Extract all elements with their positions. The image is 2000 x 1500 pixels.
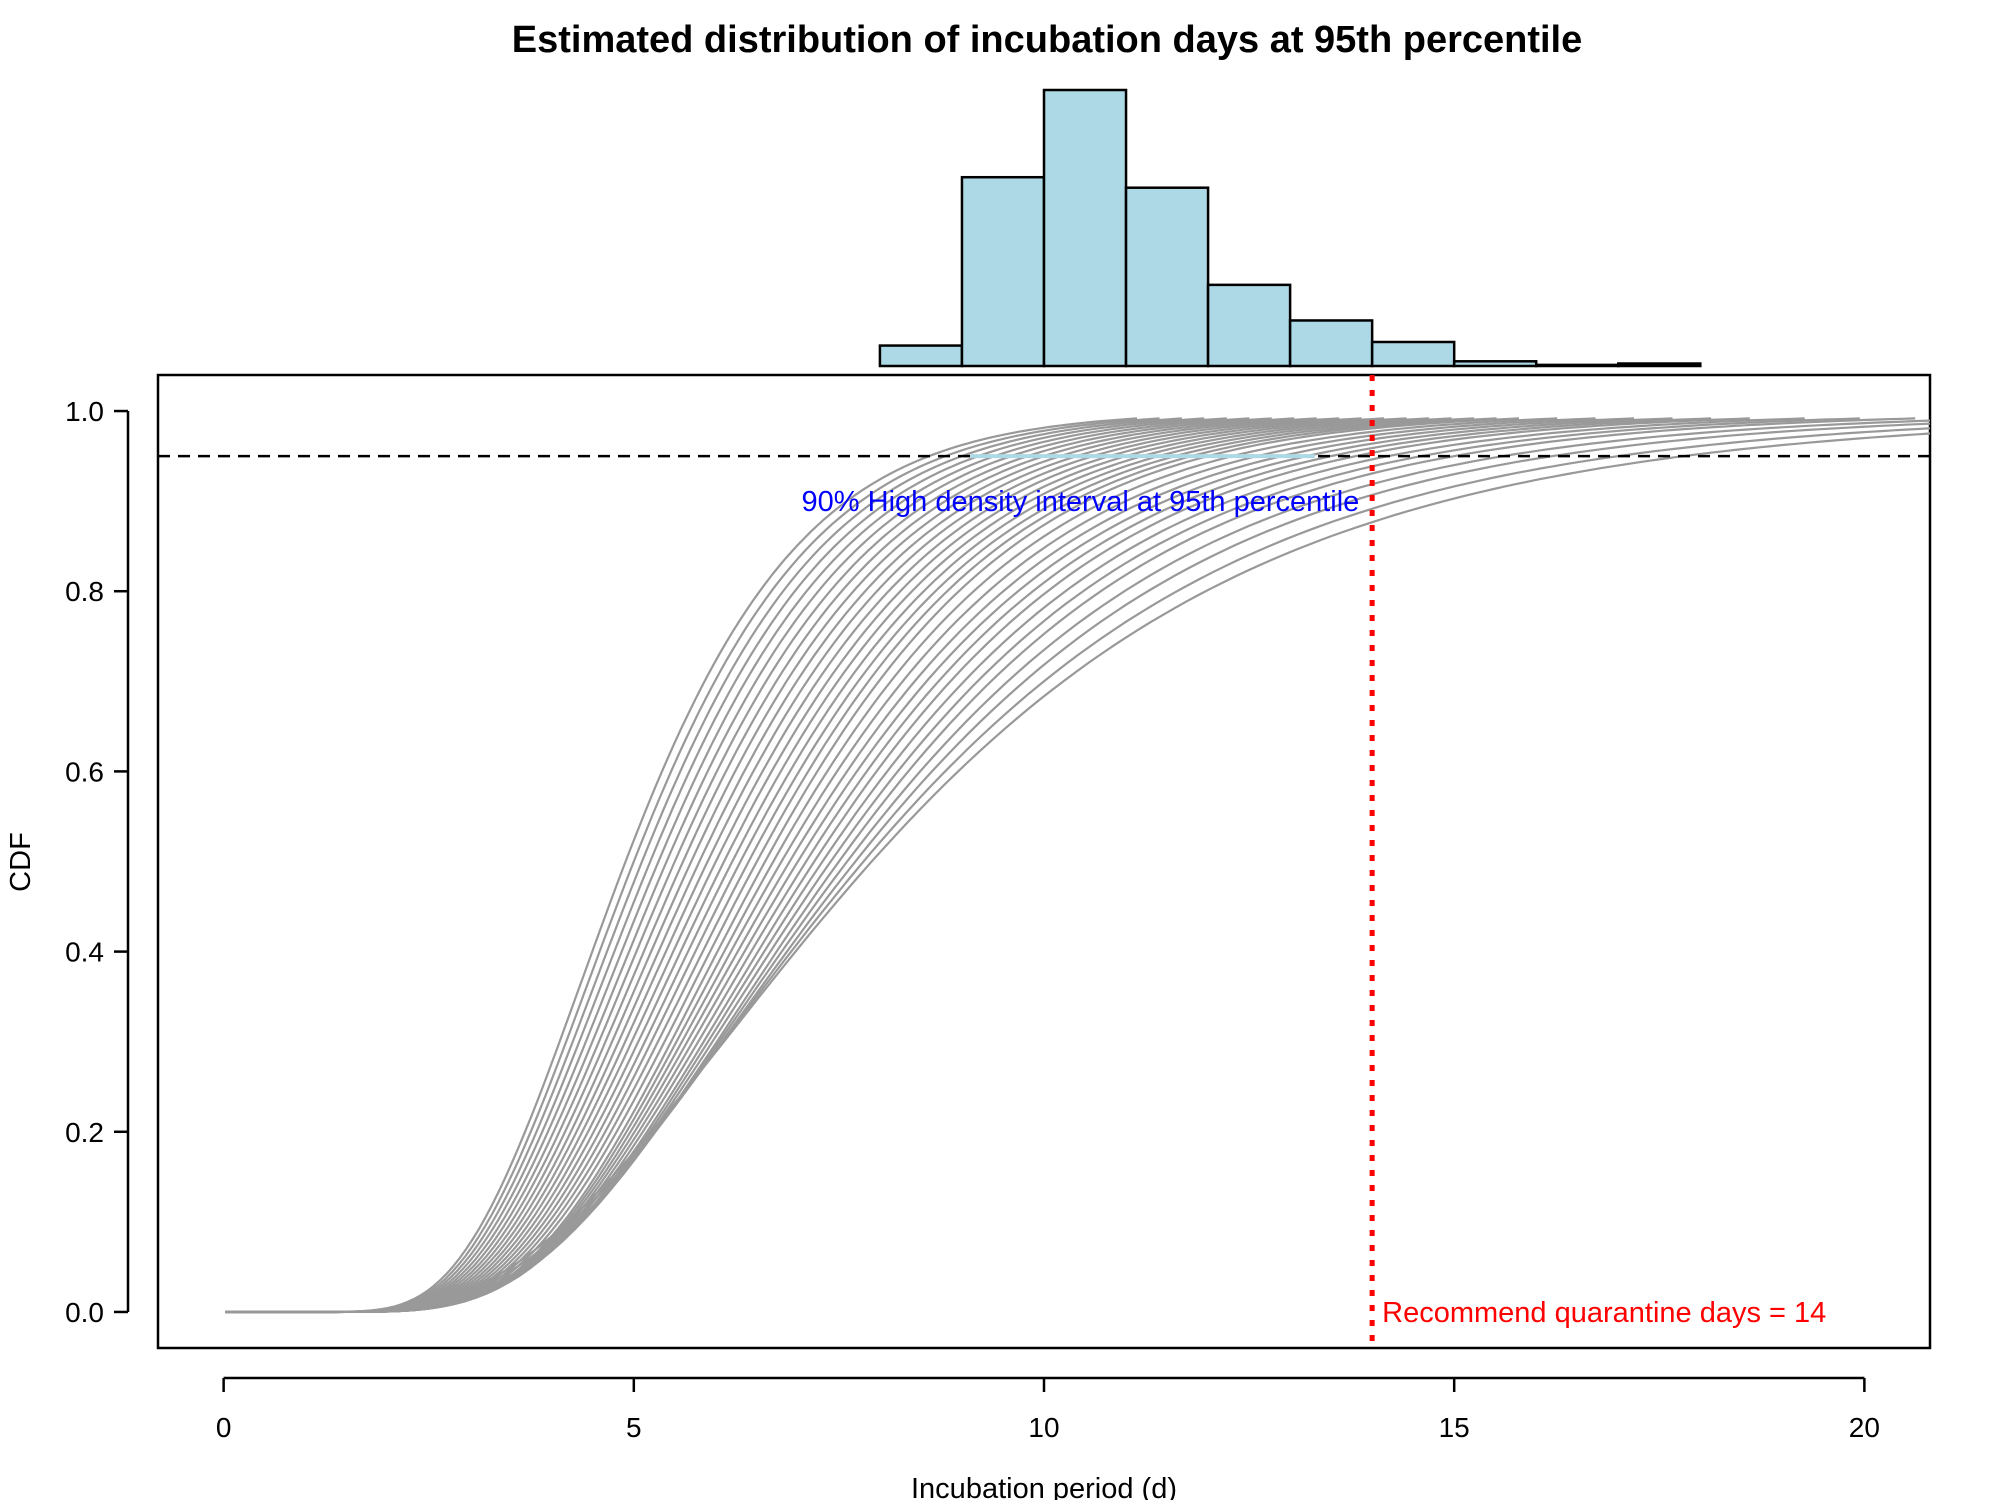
cdf-curve bbox=[225, 432, 1931, 1314]
histogram-bar bbox=[1452, 360, 1538, 368]
cdf-curve bbox=[225, 417, 1340, 1314]
cdf-curve bbox=[225, 417, 1295, 1314]
y-tick-label: 0.6 bbox=[65, 756, 104, 787]
histogram-bar bbox=[1206, 283, 1292, 368]
histogram-bar bbox=[960, 175, 1046, 368]
histogram-bar bbox=[1042, 88, 1128, 368]
x-axis: 0 5 10 15 20 bbox=[216, 1376, 1880, 1443]
cdf-curve bbox=[225, 417, 1272, 1314]
y-tick-label: 1.0 bbox=[65, 396, 104, 427]
x-axis-label: Incubation period (d) bbox=[911, 1473, 1177, 1500]
y-tick-label: 0.4 bbox=[65, 937, 104, 968]
cdf-curve bbox=[225, 417, 1250, 1314]
cdf-curve bbox=[225, 419, 1931, 1314]
cdf-curve bbox=[225, 417, 1805, 1314]
cdf-curve bbox=[225, 417, 1673, 1314]
y-tick-label: 0.2 bbox=[65, 1117, 104, 1148]
cdf-curve bbox=[225, 427, 1931, 1314]
y-tick-label: 0.8 bbox=[65, 576, 104, 607]
x-tick-label: 5 bbox=[626, 1412, 642, 1443]
quarantine-label: Recommend quarantine days = 14 bbox=[1382, 1297, 1826, 1329]
histogram-bar bbox=[1370, 340, 1456, 368]
y-axis: 0.0 0.2 0.4 0.6 0.8 1.0 bbox=[65, 396, 130, 1328]
cdf-curves bbox=[225, 417, 1931, 1314]
histogram-bar bbox=[1288, 319, 1374, 368]
x-tick-label: 20 bbox=[1849, 1412, 1880, 1443]
cdf-curve bbox=[225, 417, 1520, 1314]
y-axis-label: CDF bbox=[5, 832, 37, 892]
histogram bbox=[878, 88, 1702, 368]
cdf-curve bbox=[225, 417, 1916, 1314]
x-tick-label: 15 bbox=[1439, 1412, 1470, 1443]
chart-title: Estimated distribution of incubation day… bbox=[512, 19, 1583, 61]
cdf-curve bbox=[225, 417, 1596, 1314]
cdf-curve bbox=[225, 417, 1860, 1314]
cdf-curve bbox=[225, 422, 1931, 1314]
hdi-label: 90% High density interval at 95th percen… bbox=[802, 486, 1360, 518]
x-tick-label: 10 bbox=[1028, 1412, 1059, 1443]
histogram-bar bbox=[1617, 362, 1702, 368]
cdf-curve bbox=[225, 417, 1750, 1314]
histogram-bar bbox=[878, 344, 964, 368]
histogram-bar bbox=[1124, 186, 1210, 368]
y-tick-label: 0.0 bbox=[65, 1297, 104, 1328]
x-tick-label: 0 bbox=[216, 1412, 232, 1443]
cdf-curve bbox=[225, 417, 1227, 1314]
plot-frame bbox=[156, 373, 1932, 1350]
cdf-curve bbox=[225, 417, 1452, 1314]
histogram-bar bbox=[1534, 363, 1620, 368]
